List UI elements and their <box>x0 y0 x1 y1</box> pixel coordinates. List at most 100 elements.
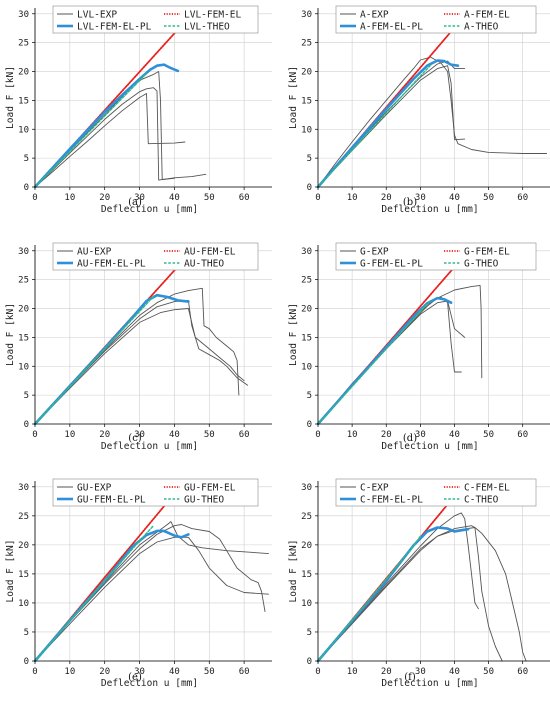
x-axis-title: Deflection u [mm] <box>101 441 198 452</box>
y-tick-label: 5 <box>307 391 312 401</box>
x-tick-label: 30 <box>134 667 145 677</box>
x-axis-title: Deflection u [mm] <box>101 678 198 689</box>
x-tick-label: 0 <box>32 667 37 677</box>
x-tick-label: 0 <box>315 430 320 440</box>
panel-caption: (e) <box>128 672 142 683</box>
x-tick-label: 60 <box>239 193 250 203</box>
legend-box <box>52 242 259 271</box>
series-line-C-FEM-EL-PL <box>316 526 470 663</box>
y-axis-title: Load F [kN] <box>5 540 16 603</box>
legend-label-A-EXP: A-EXP <box>360 10 389 21</box>
series-line-G-FEM-EL-PL <box>316 296 453 426</box>
x-tick-label: 30 <box>415 430 426 440</box>
panel-caption: (a) <box>128 197 142 208</box>
panel-caption: (f) <box>404 672 416 683</box>
y-axis-title: Load F [kN] <box>288 303 299 366</box>
series-line-A-EXP <box>317 65 466 188</box>
series-line-AU-EXP <box>34 299 249 425</box>
legend-label-C-FEM-EL-PL: C-FEM-EL-PL <box>360 495 423 506</box>
series-line-GU-THEO <box>34 525 155 662</box>
y-tick-label: 15 <box>18 570 29 580</box>
legend-label-GU-EXP: GU-EXP <box>77 483 112 494</box>
x-tick-label: 50 <box>483 667 494 677</box>
y-tick-label: 0 <box>307 183 312 193</box>
y-tick-label: 25 <box>301 39 312 49</box>
series-line-C-EXP <box>317 525 503 662</box>
legend-label-AU-EXP: AU-EXP <box>77 247 112 258</box>
series-line-GU-EXP <box>34 524 266 662</box>
x-tick-label: 50 <box>204 193 215 203</box>
y-tick-label: 20 <box>301 68 312 78</box>
legend-label-C-EXP: C-EXP <box>360 483 389 494</box>
legend-box <box>52 478 259 507</box>
y-tick-label: 10 <box>301 362 312 372</box>
y-tick-label: 20 <box>18 68 29 78</box>
x-tick-label: 40 <box>449 430 460 440</box>
x-axis-title: Deflection u [mm] <box>381 678 478 689</box>
legend-label-LVL-EXP: LVL-EXP <box>77 10 117 21</box>
y-tick-label: 10 <box>18 125 29 135</box>
x-tick-label: 40 <box>169 193 180 203</box>
y-tick-label: 25 <box>18 276 29 286</box>
y-tick-label: 25 <box>301 276 312 286</box>
series-line-G-THEO <box>317 299 432 425</box>
legend-label-A-FEM-EL: A-FEM-EL <box>464 10 510 21</box>
legend-label-AU-FEM-EL: AU-FEM-EL <box>184 247 236 258</box>
x-tick-label: 40 <box>169 667 180 677</box>
x-tick-label: 60 <box>239 430 250 440</box>
y-tick-label: 0 <box>307 420 312 430</box>
legend-box <box>335 478 537 507</box>
series-line-AU-EXP <box>34 287 240 425</box>
y-tick-label: 0 <box>24 420 29 430</box>
x-tick-label: 10 <box>347 430 358 440</box>
x-tick-label: 50 <box>483 430 494 440</box>
y-tick-label: 10 <box>301 125 312 135</box>
y-tick-label: 30 <box>301 483 312 493</box>
y-tick-label: 30 <box>18 247 29 257</box>
legend-box <box>335 242 537 271</box>
y-tick-label: 30 <box>18 10 29 20</box>
legend-label-LVL-FEM-EL: LVL-FEM-EL <box>184 10 241 21</box>
y-axis-title: Load F [kN] <box>5 303 16 366</box>
y-tick-label: 15 <box>301 333 312 343</box>
series-line-C-EXP <box>317 527 527 662</box>
y-tick-label: 5 <box>307 154 312 164</box>
legend-label-G-FEM-EL-PL: G-FEM-EL-PL <box>360 259 423 270</box>
series-line-AU-THEO <box>34 295 155 425</box>
y-axis-title: Load F [kN] <box>288 540 299 603</box>
y-tick-label: 30 <box>301 10 312 20</box>
x-tick-label: 0 <box>315 667 320 677</box>
x-tick-label: 40 <box>449 667 460 677</box>
series-line-LVL-EXP <box>34 71 175 188</box>
x-tick-label: 20 <box>99 193 110 203</box>
x-tick-label: 50 <box>483 193 494 203</box>
series-line-C-EXP <box>317 512 479 662</box>
x-tick-label: 30 <box>134 193 145 203</box>
x-axis-title: Deflection u [mm] <box>101 204 198 215</box>
x-tick-label: 60 <box>239 667 250 677</box>
series-line-A-EXP <box>317 60 466 188</box>
legend-box <box>335 5 537 34</box>
y-tick-label: 20 <box>18 541 29 551</box>
y-tick-label: 15 <box>18 333 29 343</box>
x-tick-label: 10 <box>64 193 75 203</box>
series-line-LVL-THEO <box>34 72 148 188</box>
x-tick-label: 30 <box>415 667 426 677</box>
x-tick-label: 0 <box>315 193 320 203</box>
y-tick-label: 10 <box>18 362 29 372</box>
x-tick-label: 60 <box>517 193 528 203</box>
x-tick-label: 60 <box>517 430 528 440</box>
x-tick-label: 10 <box>64 667 75 677</box>
series-line-G-EXP <box>317 284 483 425</box>
legend-label-A-FEM-EL-PL: A-FEM-EL-PL <box>360 22 423 33</box>
y-tick-label: 25 <box>18 39 29 49</box>
x-tick-label: 0 <box>32 430 37 440</box>
series-line-LVL-EXP <box>34 87 207 188</box>
y-tick-label: 0 <box>24 657 29 667</box>
series-line-AU-FEM-EL-PL <box>33 293 190 426</box>
y-tick-label: 5 <box>24 628 29 638</box>
y-tick-label: 15 <box>301 96 312 106</box>
